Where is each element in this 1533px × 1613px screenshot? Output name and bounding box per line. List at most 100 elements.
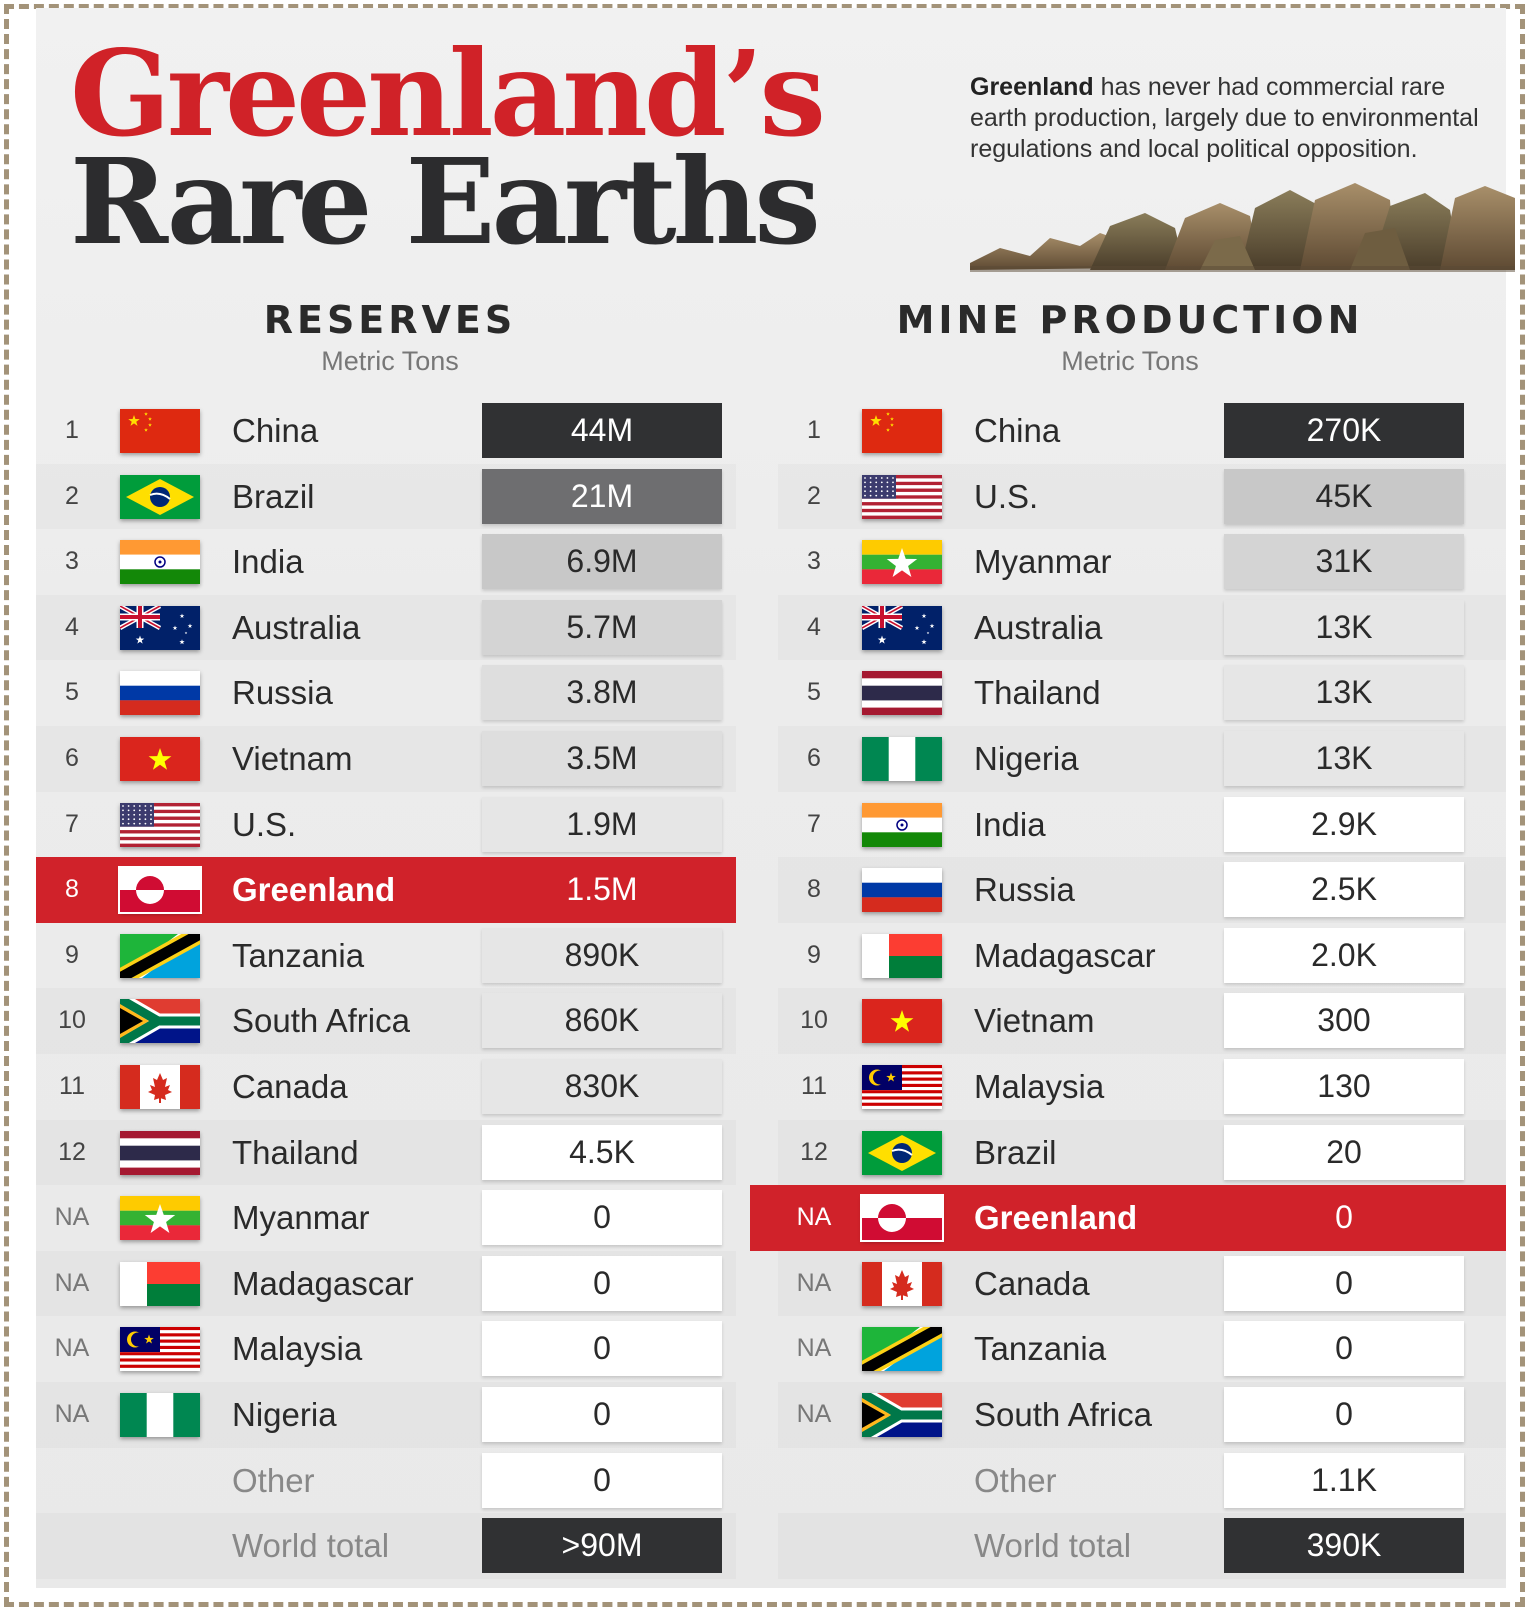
table-row: 3 Myanmar 31K: [778, 529, 1506, 595]
value-cell: 1.9M: [482, 796, 722, 852]
value-cell: 0: [482, 1255, 722, 1311]
rank-label: 9: [65, 940, 79, 969]
value-cell: 390K: [1224, 1518, 1464, 1574]
rank-label: 5: [807, 678, 821, 707]
rank-label: NA: [796, 1268, 832, 1297]
table-row: 7 U.S. 1.9M: [36, 792, 736, 858]
nigeria-flag: [120, 1393, 200, 1437]
table-row: 3 India 6.9M: [36, 529, 736, 595]
value-cell: 4.5K: [482, 1124, 722, 1180]
south-africa-flag: [862, 1393, 942, 1437]
canada-flag: [120, 1065, 200, 1109]
rank-label: [778, 1448, 850, 1513]
value-cell: 31K: [1224, 534, 1464, 590]
madagascar-flag: [120, 1261, 200, 1306]
table-row: NA Madagascar 0: [36, 1251, 736, 1317]
country-name: Madagascar: [232, 1264, 414, 1302]
rank-label: 8: [807, 875, 821, 904]
country-name: Vietnam: [974, 1002, 1095, 1040]
country-name: Tanzania: [232, 936, 365, 974]
value-cell: 5.7M: [482, 599, 722, 655]
myanmar-flag: [862, 540, 942, 585]
russia-flag: [862, 868, 942, 913]
rank-label: [36, 1513, 108, 1578]
rank-label: 5: [65, 678, 79, 707]
value-cell: 44M: [482, 403, 722, 458]
country-name: Myanmar: [974, 543, 1112, 581]
rank-label: 8: [65, 875, 79, 904]
table-row: NA Canada 0: [778, 1251, 1506, 1317]
rank-label: [778, 1513, 850, 1578]
value-cell: 830K: [482, 1059, 722, 1114]
rank-label: NA: [54, 1334, 90, 1363]
country-name: Greenland: [232, 871, 396, 909]
dashed-border: [4, 4, 1525, 1607]
rank-label: 3: [65, 547, 79, 576]
country-name: World total: [974, 1527, 1132, 1565]
table-row: NA Greenland 0: [750, 1185, 1506, 1251]
value-cell: 20: [1224, 1124, 1464, 1180]
malaysia-flag: [862, 1065, 942, 1109]
malaysia-flag: [120, 1327, 200, 1372]
madagascar-flag: [862, 933, 942, 978]
greenland-flag: [118, 866, 202, 915]
south-africa-flag: [120, 999, 200, 1044]
table-row: Other 1.1K: [778, 1448, 1506, 1514]
country-name: Other: [232, 1461, 315, 1499]
table-row: 6 Nigeria 13K: [778, 726, 1506, 792]
rank-label: 9: [807, 940, 821, 969]
rank-label: 3: [807, 547, 821, 576]
rank-label: 2: [65, 481, 79, 510]
value-cell: 13K: [1224, 599, 1464, 655]
rank-label: 7: [807, 809, 821, 838]
rank-label: NA: [796, 1203, 832, 1232]
title-line-2: Rare Earths: [70, 132, 821, 271]
country-name: Russia: [974, 871, 1075, 909]
thailand-flag: [862, 671, 942, 716]
title-line-1: Greenland’s: [70, 24, 826, 163]
table-row: Other 0: [36, 1448, 736, 1514]
reserves-header: RESERVES Metric Tons: [230, 298, 550, 377]
table-row: 1 China 270K: [778, 398, 1506, 464]
table-row: 4 Australia 5.7M: [36, 595, 736, 661]
australia-flag: [862, 605, 942, 650]
country-name: South Africa: [232, 1002, 410, 1040]
us-flag: [862, 474, 942, 519]
table-row: 10 South Africa 860K: [36, 988, 736, 1054]
table-row: World total >90M: [36, 1513, 736, 1579]
intro-rest: has never had commercial rare earth prod…: [970, 73, 1479, 163]
rank-label: 6: [807, 744, 821, 772]
rank-label: 12: [800, 1137, 828, 1166]
china-flag: [120, 409, 200, 453]
table-row: 5 Russia 3.8M: [36, 660, 736, 726]
country-name: Russia: [232, 674, 333, 712]
value-cell: 0: [482, 1387, 722, 1442]
production-unit: Metric Tons: [1061, 346, 1199, 376]
rank-label: 1: [65, 416, 79, 444]
rank-label: 6: [65, 744, 79, 772]
value-cell: 0: [1335, 1199, 1353, 1236]
intro-bold: Greenland: [970, 73, 1094, 101]
tanzania-flag: [120, 933, 200, 978]
value-cell: 2.9K: [1224, 796, 1464, 852]
country-name: U.S.: [974, 477, 1039, 515]
india-flag: [862, 802, 942, 847]
country-name: Brazil: [232, 477, 315, 515]
thailand-flag: [120, 1130, 200, 1175]
value-cell: >90M: [482, 1518, 722, 1574]
us-flag: [120, 802, 200, 847]
country-name: Myanmar: [232, 1199, 370, 1237]
rank-label: NA: [54, 1203, 90, 1232]
rank-label: [36, 1448, 108, 1513]
value-cell: 270K: [1224, 403, 1464, 458]
value-cell: 1.1K: [1224, 1452, 1464, 1508]
country-name: China: [232, 412, 319, 449]
india-flag: [120, 540, 200, 585]
value-cell: 6.9M: [482, 534, 722, 590]
country-name: India: [974, 805, 1046, 843]
table-row: 1 China 44M: [36, 398, 736, 464]
value-cell: 0: [482, 1190, 722, 1246]
country-name: Australia: [232, 608, 361, 646]
value-cell: 0: [482, 1452, 722, 1508]
table-row: 11 Canada 830K: [36, 1054, 736, 1120]
